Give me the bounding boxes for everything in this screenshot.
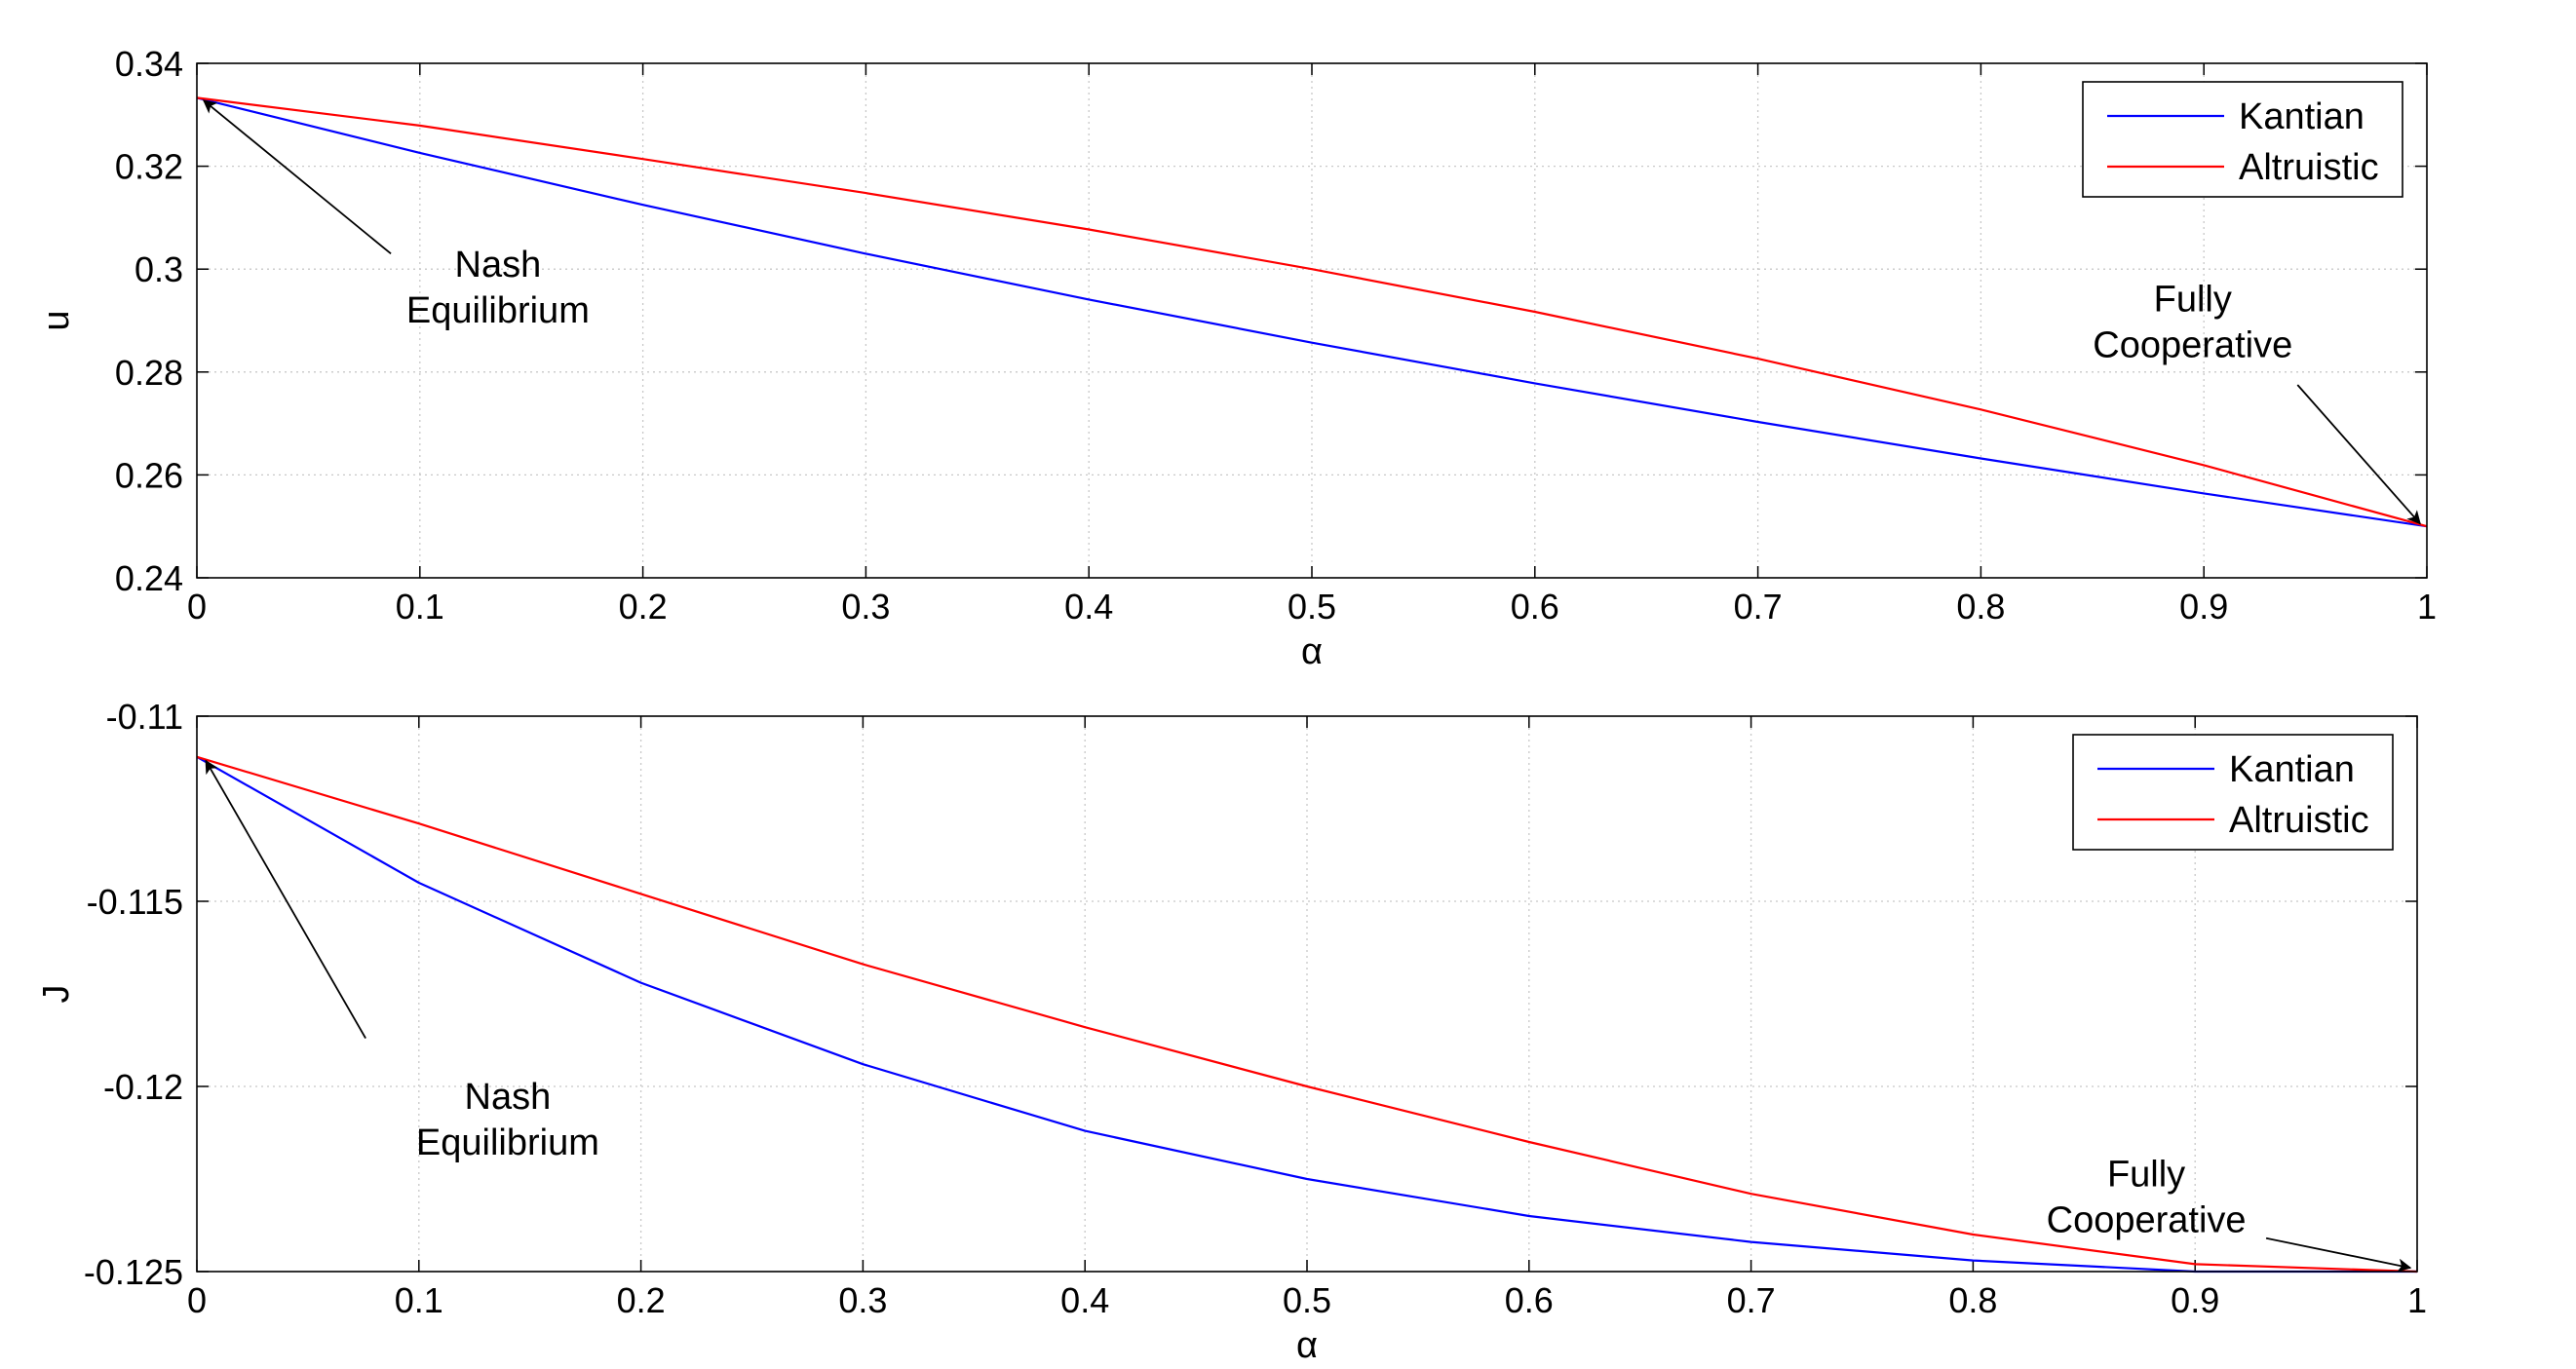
u-vs-alpha-plot: 0 0.1 0.2 0.3 0.4 0.5 0.6 0.7 0.8 0.9 1 0.24 0.26 0.2… (36, 44, 2437, 672)
chart1-y-tick-label: 0.26 (115, 455, 183, 495)
chart2-y-tick-label: -0.115 (87, 882, 183, 922)
chart2-y-tick-label: -0.11 (106, 697, 183, 737)
chart2-annotation-label: Fully (2107, 1155, 2185, 1196)
chart2-x-tick-label: 0.4 (1060, 1280, 1109, 1320)
chart1-x-tick-label: 0.1 (396, 587, 444, 627)
chart1-axes-frame (196, 62, 2428, 579)
chart1-annotation-label: Nash (455, 245, 542, 285)
chart1-y-tick-label: 0.24 (115, 558, 183, 598)
chart2-x-tick-label: 1 (2407, 1280, 2427, 1320)
chart2-legend-label-kantian: Kantian (2229, 749, 2355, 790)
chart2-annotation-arrow (2265, 1236, 2412, 1273)
chart2-annotation-label: Nash (465, 1077, 552, 1118)
chart2-x-tick-label: 0 (187, 1280, 207, 1320)
chart2-annotation-label: Cooperative (2047, 1200, 2247, 1241)
chart2-x-tick-label: 0.7 (1727, 1280, 1776, 1320)
chart2-x-tick-label: 0.5 (1283, 1280, 1331, 1320)
chart1-x-tick-label: 0.7 (1734, 587, 1783, 627)
chart1-annotation-label: Cooperative (2093, 324, 2292, 365)
chart1-y-axis-label: u (36, 310, 77, 330)
chart2-y-tick-label: -0.125 (84, 1252, 183, 1292)
chart2-legend-label-altruistic: Altruistic (2229, 800, 2369, 841)
chart1-y-tick-label: 0.32 (115, 147, 183, 187)
chart1-annotation-label: Equilibrium (406, 290, 590, 331)
chart2-x-tick-label: 0.3 (838, 1280, 887, 1320)
chart2-series-line-altruistic (196, 755, 2418, 1274)
chart2-annotation-label: Equilibrium (416, 1122, 599, 1163)
chart1-x-tick-label: 0.6 (1511, 587, 1559, 627)
chart2-legend-box (2072, 734, 2394, 851)
chart1-x-tick-label: 0.5 (1288, 587, 1336, 627)
chart2-x-tick-label: 0.9 (2171, 1280, 2219, 1320)
j-vs-alpha-plot: 0 0.1 0.2 0.3 0.4 0.5 0.6 0.7 0.8 0.9 1 -0.125 -0.12… (36, 697, 2427, 1366)
chart1-series-line-kantian (196, 96, 2428, 528)
chart2-x-axis-label: α (1296, 1325, 1318, 1364)
chart1-x-tick-label: 0 (187, 587, 207, 627)
chart1-annotation-arrow (202, 99, 392, 255)
chart2-axes-frame (196, 715, 2418, 1273)
chart1-x-axis-label: α (1301, 631, 1323, 672)
chart1-y-tick-label: 0.3 (135, 249, 183, 289)
chart1-legend-label-kantian: Kantian (2239, 96, 2365, 137)
chart2-annotation-arrow (205, 759, 366, 1040)
chart1-legend-box (2082, 81, 2403, 198)
chart2-series-line-kantian (196, 755, 2417, 1274)
chart1-annotation-arrow (2296, 384, 2421, 525)
chart2-x-tick-label: 0.6 (1505, 1280, 1554, 1320)
chart1-x-tick-label: 0.9 (2179, 587, 2228, 627)
chart1-series-line-altruistic (196, 96, 2428, 528)
chart1-x-tick-label: 0.3 (841, 587, 890, 627)
chart2-x-tick-label: 0.2 (617, 1280, 666, 1320)
chart2-x-tick-label: 0.1 (395, 1280, 443, 1320)
chart1-x-tick-label: 0.2 (619, 587, 668, 627)
chart1-y-tick-label: 0.28 (115, 353, 183, 393)
chart1-y-tick-label: 0.34 (115, 44, 183, 84)
chart1-legend-label-altruistic: Altruistic (2239, 147, 2379, 188)
chart2-y-tick-label: -0.12 (103, 1067, 183, 1107)
chart1-x-tick-label: 0.4 (1064, 587, 1113, 627)
chart2-x-tick-label: 0.8 (1948, 1280, 1997, 1320)
chart1-annotation-label: Fully (2154, 279, 2232, 320)
chart2-y-axis-label: J (36, 985, 77, 1004)
chart1-x-tick-label: 1 (2417, 587, 2437, 627)
chart1-x-tick-label: 0.8 (1956, 587, 2005, 627)
